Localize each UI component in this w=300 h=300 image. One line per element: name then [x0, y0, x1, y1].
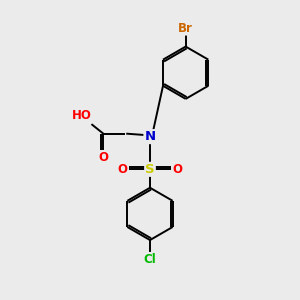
Text: O: O [98, 151, 108, 164]
Text: Cl: Cl [144, 253, 156, 266]
Text: HO: HO [72, 109, 92, 122]
Text: S: S [145, 163, 155, 176]
Text: N: N [144, 130, 156, 143]
Text: Br: Br [178, 22, 193, 34]
Text: O: O [117, 163, 128, 176]
Text: O: O [172, 163, 183, 176]
